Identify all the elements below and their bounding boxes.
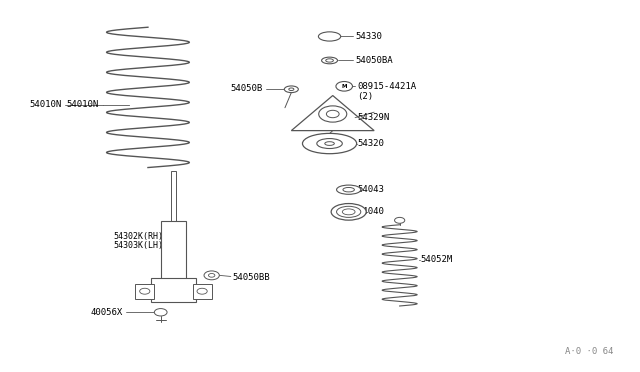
Ellipse shape (317, 138, 342, 148)
Ellipse shape (337, 185, 361, 194)
Ellipse shape (303, 134, 356, 154)
Text: 54040: 54040 (357, 207, 384, 217)
Bar (193, 284, 212, 299)
Text: 54303K(LH): 54303K(LH) (114, 241, 164, 250)
Text: 54050BA: 54050BA (356, 56, 394, 65)
Ellipse shape (343, 187, 355, 192)
Circle shape (197, 288, 207, 294)
Text: 54043: 54043 (357, 185, 384, 194)
Ellipse shape (337, 206, 361, 217)
Bar (151, 278, 196, 302)
Text: M: M (342, 84, 347, 89)
Circle shape (140, 288, 150, 294)
Ellipse shape (284, 86, 298, 93)
Text: 08915-4421A: 08915-4421A (357, 82, 416, 91)
Circle shape (154, 309, 167, 316)
Circle shape (326, 110, 339, 118)
Text: 54052M: 54052M (420, 255, 453, 264)
Circle shape (394, 217, 404, 223)
Ellipse shape (319, 32, 340, 41)
Text: 54329N: 54329N (357, 113, 389, 122)
Text: 54010N: 54010N (29, 100, 62, 109)
Text: 54330: 54330 (356, 32, 383, 41)
Text: 54320: 54320 (357, 139, 384, 148)
Ellipse shape (326, 59, 333, 62)
Bar (171, 171, 176, 228)
Bar (135, 284, 154, 299)
Text: 54302K(RH): 54302K(RH) (114, 232, 164, 241)
Ellipse shape (321, 57, 337, 64)
Text: 54010N: 54010N (66, 100, 99, 109)
Text: 54050BB: 54050BB (233, 273, 270, 282)
Ellipse shape (324, 142, 334, 145)
Circle shape (209, 273, 215, 277)
Circle shape (336, 81, 353, 91)
Text: 40056X: 40056X (90, 308, 122, 317)
Text: A·0 ·0 64: A·0 ·0 64 (564, 347, 613, 356)
Text: 54050B: 54050B (230, 84, 262, 93)
Ellipse shape (331, 203, 366, 220)
Bar (161, 221, 186, 284)
Ellipse shape (289, 88, 294, 90)
Circle shape (319, 106, 347, 122)
Text: (2): (2) (357, 92, 373, 101)
Ellipse shape (342, 209, 355, 215)
Circle shape (204, 271, 220, 280)
